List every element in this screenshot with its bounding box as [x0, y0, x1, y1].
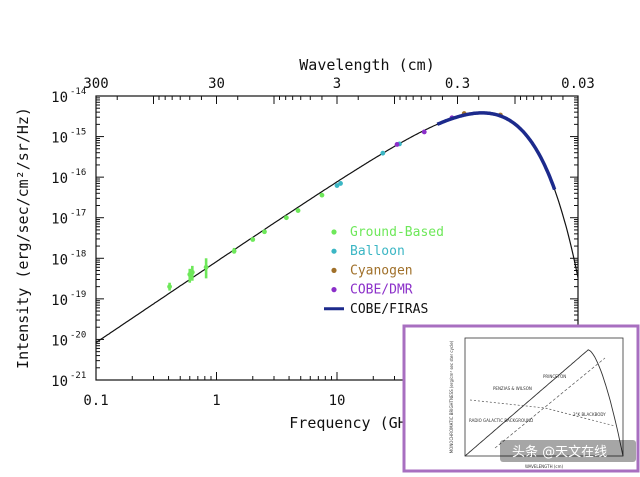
y-tick-label: 10	[51, 252, 68, 268]
legend-dot-marker	[331, 267, 337, 273]
y-tick-exponent: -14	[70, 87, 86, 97]
legend-label: COBE/DMR	[350, 283, 413, 298]
points-layer	[167, 111, 557, 291]
y-tick-exponent: -20	[70, 330, 86, 340]
inset-annotation: RADIO GALACTIC BACKGROUND	[469, 418, 533, 423]
x-tick-label: 1	[212, 393, 220, 409]
data-point	[394, 142, 400, 147]
inset-figure: MONOCHROMATIC BRIGHTNESS (erg/cm² sec st…	[402, 324, 640, 473]
y-tick-label: 10	[51, 333, 68, 349]
x-tick-label: 10	[329, 393, 346, 409]
inset-x-label: WAVELENGTH (cm)	[525, 464, 564, 469]
watermark-backdrop	[500, 440, 636, 462]
data-point	[319, 192, 325, 198]
data-point	[334, 183, 340, 188]
y-tick-exponent: -18	[70, 249, 86, 259]
inset-annotation: PENZIAS & WILSON	[493, 386, 532, 391]
legend-label: COBE/FIRAS	[350, 302, 428, 317]
inset-annotation: PRINCETON	[543, 374, 566, 379]
y-axis-title: Intensity (erg/sec/cm²/sr/Hz)	[14, 107, 32, 369]
top-tick-label: 0.03	[561, 76, 595, 92]
y-tick-exponent: -16	[70, 168, 86, 178]
inset-galactic-line	[469, 399, 616, 427]
x-tick-label: 0.1	[83, 393, 108, 409]
y-tick-label: 10	[51, 90, 68, 106]
y-tick-exponent: -15	[70, 128, 86, 138]
data-point	[421, 129, 427, 135]
legend-label: Cyanogen	[350, 263, 413, 278]
y-tick-exponent: -17	[70, 209, 86, 219]
inset-blackbody-curve	[464, 349, 624, 457]
legend: Ground-Based Balloon Cyanogen COBE/DMR COBE/…	[324, 225, 444, 317]
firas-series-line	[436, 111, 557, 191]
axes-layer: 0.11101003003030.30.0310-1410-1510-1610-…	[14, 56, 595, 432]
data-point	[262, 229, 267, 235]
legend-dot-marker	[331, 248, 337, 254]
inset-y-label: MONOCHROMATIC BRIGHTNESS (erg/cm² sec st…	[449, 340, 454, 453]
y-tick-exponent: -21	[70, 371, 86, 381]
data-point	[231, 248, 237, 254]
data-point	[338, 181, 343, 186]
x-axis-title: Frequency (GHz)	[289, 414, 424, 432]
legend-label: Ground-Based	[350, 225, 444, 240]
watermark-text: 头条 @天文在线	[512, 444, 607, 460]
data-point	[283, 215, 289, 221]
inset-frame	[402, 324, 640, 473]
y-tick-label: 10	[51, 131, 68, 147]
inset-diagonal-line	[494, 357, 606, 449]
data-point	[189, 269, 195, 275]
top-tick-label: 0.3	[445, 76, 470, 92]
legend-dot-marker	[331, 229, 337, 235]
y-tick-exponent: -19	[70, 290, 86, 300]
data-point	[250, 237, 256, 242]
inset-axes	[464, 337, 624, 457]
inset-annotation: 3°K BLACKBODY	[573, 412, 606, 417]
top-axis-title: Wavelength (cm)	[299, 56, 434, 74]
y-tick-label: 10	[51, 171, 68, 187]
y-tick-label: 10	[51, 212, 68, 228]
y-tick-label: 10	[51, 293, 68, 309]
top-tick-label: 30	[208, 76, 225, 92]
y-tick-label: 10	[51, 374, 68, 390]
data-point	[167, 284, 172, 290]
top-tick-label: 3	[333, 76, 341, 92]
top-tick-label: 300	[83, 76, 108, 92]
legend-label: Balloon	[350, 244, 405, 259]
data-point	[203, 264, 209, 270]
data-point	[295, 208, 301, 213]
legend-dot-marker	[331, 287, 337, 293]
data-point	[380, 150, 386, 156]
